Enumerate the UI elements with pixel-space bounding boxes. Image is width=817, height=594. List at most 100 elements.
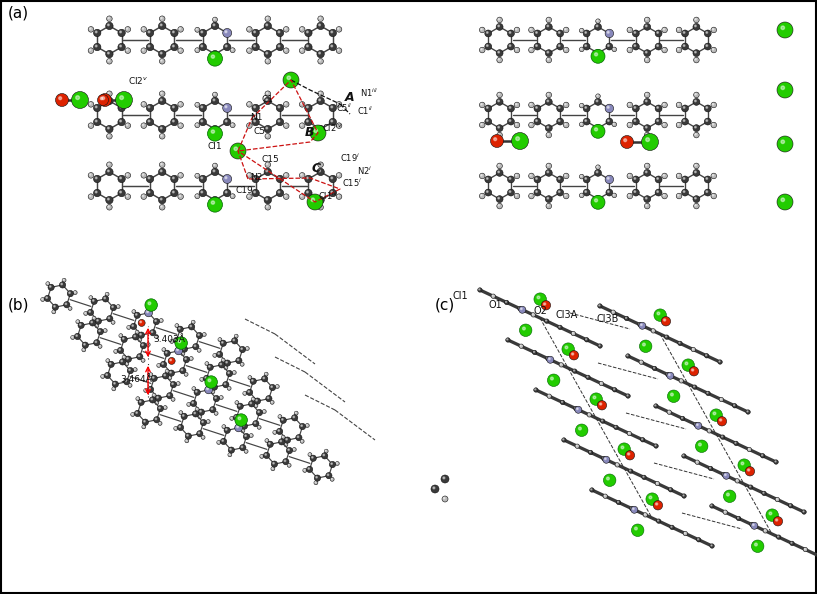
Circle shape <box>281 435 285 439</box>
Circle shape <box>296 435 302 441</box>
Circle shape <box>655 445 656 446</box>
Circle shape <box>514 122 520 128</box>
Circle shape <box>292 415 297 421</box>
Circle shape <box>581 194 582 195</box>
Circle shape <box>575 406 582 413</box>
Circle shape <box>174 426 177 431</box>
Circle shape <box>282 419 283 420</box>
Text: (c): (c) <box>435 298 455 313</box>
Circle shape <box>199 175 207 183</box>
Circle shape <box>172 383 173 384</box>
Circle shape <box>250 402 252 404</box>
Circle shape <box>160 127 162 129</box>
Circle shape <box>480 48 485 53</box>
Circle shape <box>213 386 214 387</box>
Circle shape <box>92 316 96 320</box>
Circle shape <box>100 375 105 378</box>
Circle shape <box>197 349 201 352</box>
Circle shape <box>480 102 485 108</box>
Circle shape <box>600 383 601 384</box>
Circle shape <box>225 120 227 122</box>
Circle shape <box>590 393 602 405</box>
Circle shape <box>179 49 181 50</box>
Circle shape <box>628 469 633 473</box>
Circle shape <box>641 324 642 326</box>
Circle shape <box>777 22 793 38</box>
Circle shape <box>297 436 299 437</box>
Circle shape <box>224 118 231 126</box>
Circle shape <box>138 399 145 406</box>
Circle shape <box>208 383 212 387</box>
Text: C5: C5 <box>254 128 266 137</box>
Circle shape <box>220 364 221 365</box>
Circle shape <box>695 59 696 60</box>
Circle shape <box>506 301 507 302</box>
Circle shape <box>59 97 61 100</box>
Circle shape <box>634 178 636 179</box>
Circle shape <box>231 49 233 50</box>
Circle shape <box>127 358 128 359</box>
Circle shape <box>319 17 320 18</box>
Circle shape <box>635 527 637 530</box>
Circle shape <box>120 191 122 193</box>
Circle shape <box>96 45 97 47</box>
Circle shape <box>530 49 531 50</box>
Circle shape <box>115 91 132 109</box>
Circle shape <box>781 26 784 30</box>
Circle shape <box>564 173 569 179</box>
Circle shape <box>168 358 175 364</box>
Circle shape <box>719 397 724 402</box>
Circle shape <box>189 324 194 330</box>
Circle shape <box>590 451 591 452</box>
Circle shape <box>317 97 324 105</box>
Circle shape <box>212 125 219 133</box>
Circle shape <box>585 31 587 33</box>
Circle shape <box>663 195 664 196</box>
Circle shape <box>225 106 227 108</box>
Circle shape <box>79 324 81 325</box>
Circle shape <box>697 538 701 542</box>
Circle shape <box>547 25 548 27</box>
Text: O2: O2 <box>533 306 547 316</box>
Circle shape <box>155 401 158 405</box>
Circle shape <box>486 191 488 192</box>
Circle shape <box>264 125 271 133</box>
Circle shape <box>243 434 249 440</box>
Circle shape <box>498 205 499 206</box>
Circle shape <box>777 136 793 152</box>
Circle shape <box>214 59 215 60</box>
Circle shape <box>676 122 682 128</box>
Circle shape <box>266 24 268 26</box>
Circle shape <box>153 377 154 378</box>
Circle shape <box>205 377 207 378</box>
Circle shape <box>497 57 502 63</box>
Circle shape <box>280 440 281 442</box>
Circle shape <box>212 17 217 22</box>
Circle shape <box>534 30 541 37</box>
Circle shape <box>125 380 127 381</box>
Circle shape <box>252 105 259 112</box>
Circle shape <box>235 335 236 336</box>
Circle shape <box>105 372 110 378</box>
Circle shape <box>682 359 694 371</box>
Circle shape <box>679 342 680 343</box>
Circle shape <box>221 342 223 343</box>
Circle shape <box>215 397 217 399</box>
Circle shape <box>723 473 724 475</box>
Circle shape <box>612 47 617 52</box>
Circle shape <box>213 170 215 172</box>
Circle shape <box>148 307 152 310</box>
Circle shape <box>507 176 515 183</box>
Circle shape <box>283 48 289 53</box>
Circle shape <box>704 118 712 125</box>
Circle shape <box>433 487 435 489</box>
Circle shape <box>212 92 217 97</box>
Circle shape <box>120 31 122 33</box>
Circle shape <box>676 173 682 179</box>
Circle shape <box>224 189 231 197</box>
Circle shape <box>682 494 686 498</box>
Circle shape <box>331 45 333 47</box>
Circle shape <box>572 353 574 355</box>
Circle shape <box>308 468 310 469</box>
Circle shape <box>735 479 739 483</box>
